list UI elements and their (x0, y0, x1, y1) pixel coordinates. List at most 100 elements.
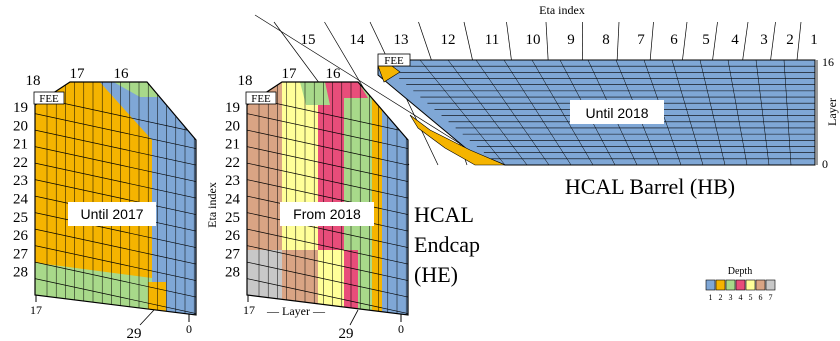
he-l-eta-label: 27 (13, 246, 29, 262)
barrel-eta-label: 15 (301, 32, 316, 48)
he-l-eta-label: 26 (13, 228, 29, 244)
barrel-eta-label: 12 (441, 32, 456, 48)
he-title-line2: Endcap (414, 232, 480, 257)
he-r-depth2-bottom (372, 250, 382, 315)
barrel-eta-label: 6 (670, 32, 678, 48)
barrel-eta-line (531, 59, 594, 166)
depth-swatch-label: 6 (759, 293, 763, 302)
barrel-layer-top: 16 (822, 55, 834, 69)
depth-swatch (725, 279, 736, 291)
he-r-eta-label: 28 (225, 265, 240, 281)
barrel-depth2-bottom (409, 114, 506, 166)
he-l-bottom-0: 0 (186, 322, 192, 336)
he-r-grid (247, 82, 408, 315)
depth-swatch-label: 5 (749, 293, 753, 302)
he-l-bottom-29: 29 (127, 326, 142, 341)
depth-swatch (715, 279, 726, 291)
barrel-eta-line (503, 59, 572, 166)
hcal-endcap-from-2018: FEE 18 17 16 19 20 21 22 23 24 25 26 27 28 Eta inde… (205, 66, 409, 341)
he-l-orange-bottom (148, 282, 166, 312)
barrel-eta-axis-title: Eta index (539, 3, 585, 17)
depth-swatch-label: 3 (729, 293, 733, 302)
depth-swatch-label: 1 (709, 293, 713, 302)
barrel-eta-label: 14 (350, 32, 366, 48)
barrel-eta-label: 8 (602, 32, 610, 48)
he-l-label-box (68, 202, 156, 226)
he-r-eta-label: 21 (225, 137, 240, 153)
hcal-barrel: FEE Eta index 15 14 13 12 11 10 9 8 7 6 5 4 3 2 1 16 0… (254, 3, 839, 199)
barrel-fee-box (377, 53, 411, 67)
he-r-eta-label: 25 (225, 210, 240, 226)
barrel-layer-bottom: 0 (822, 157, 828, 171)
barrel-eta-line (783, 59, 792, 166)
he-l-fee-box (33, 91, 65, 105)
barrel-eta-label: 9 (567, 32, 575, 48)
he-r-bottom-0: 0 (398, 322, 404, 336)
barrel-eta-line (475, 59, 550, 166)
he-r-fee-label: FEE (251, 93, 271, 105)
barrel-eta-label: 1 (810, 32, 818, 48)
depth-swatch (765, 279, 776, 291)
he-l-bottom-17: 17 (30, 303, 42, 317)
depth-swatch (705, 279, 716, 291)
he-l-eta-label: 19 (13, 100, 28, 116)
barrel-eta-label: 5 (702, 32, 710, 48)
barrel-eta-label: 11 (485, 32, 499, 48)
barrel-eta-label: 2 (786, 32, 794, 48)
barrel-eta-line (671, 59, 704, 166)
depth-swatch-label: 2 (719, 293, 723, 302)
he-r-depth6-band (247, 82, 282, 250)
barrel-fee-label: FEE (384, 55, 404, 67)
he-l-green-top (110, 82, 160, 97)
he-r-eta-label: 27 (225, 246, 241, 262)
he-r-bottom-29: 29 (339, 326, 354, 341)
barrel-eta-line (699, 59, 726, 166)
he-l-top-label: 17 (70, 66, 86, 82)
he-l-top-label: 16 (114, 66, 130, 82)
he-l-top-labels: 18 17 16 (26, 66, 130, 89)
he-l-label: Until 2017 (80, 206, 143, 222)
depth-swatch-label: 7 (769, 293, 773, 302)
he-r-top-yellow (282, 82, 306, 105)
barrel-eta-label: 4 (731, 32, 739, 48)
barrel-label: Until 2018 (585, 105, 648, 121)
he-l-top-label: 18 (26, 73, 41, 89)
barrel-eta-label: 7 (637, 32, 645, 48)
he-l-fee-label: FEE (39, 93, 59, 105)
he-r-top-pink (325, 82, 368, 98)
he-r-top-label: 18 (238, 73, 253, 89)
depth-swatch (745, 279, 756, 291)
depth-swatch (755, 279, 766, 291)
barrel-label-box (570, 100, 664, 124)
he-l-eta-labels: 19 20 21 22 23 24 25 26 27 28 (13, 100, 29, 281)
he-r-top-label: 16 (326, 66, 342, 82)
he-r-top-label: 17 (282, 66, 298, 82)
he-l-pointer-29 (139, 309, 155, 326)
he-r-eta-label: 19 (225, 100, 240, 116)
he-r-label: From 2018 (293, 206, 361, 222)
he-l-eta-label: 28 (13, 265, 28, 281)
barrel-eta-labels: 15 14 13 12 11 10 9 8 7 6 5 4 3 2 1 (301, 32, 818, 48)
he-title: HCAL Endcap (HE) (414, 202, 480, 287)
he-r-label-box (280, 202, 374, 226)
barrel-eta-label: 13 (394, 32, 409, 48)
he-r-bottom-17: 17 (243, 303, 255, 317)
he-title-line3: (HE) (414, 262, 458, 287)
barrel-eta-line (727, 59, 748, 166)
he-l-orange (35, 82, 152, 285)
he-l-eta-label: 23 (13, 173, 28, 189)
barrel-layer-axis-label: Layer (825, 98, 839, 126)
he-r-eta-label: 20 (225, 118, 240, 134)
barrel-eta-line (447, 59, 528, 166)
he-r-depth3-bottom (358, 250, 372, 315)
he-l-eta-label: 25 (13, 210, 28, 226)
he-r-depth2-band (372, 82, 382, 250)
he-l-eta-label: 20 (13, 118, 28, 134)
he-l-eta-label: 21 (13, 137, 28, 153)
he-r-eta-label: 26 (225, 228, 241, 244)
he-r-top-labels: 18 17 16 (238, 66, 342, 89)
he-l-eta-label: 22 (13, 155, 28, 171)
depth-legend-title: Depth (728, 266, 752, 277)
barrel-eta-ray (254, 14, 471, 151)
he-r-eta-label: 24 (225, 192, 241, 208)
